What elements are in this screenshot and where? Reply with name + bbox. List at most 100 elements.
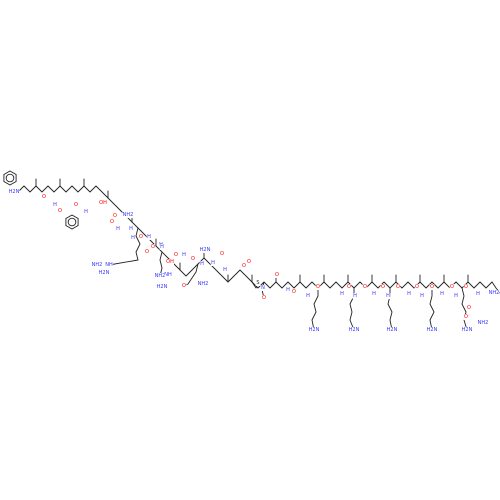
atom-label-n: H2N [157, 284, 168, 290]
atom-label-background [352, 293, 358, 299]
atom-label-n: NH2 [123, 212, 134, 218]
atom-label-background [154, 273, 166, 279]
atom-label-n: H [372, 291, 376, 297]
atom-label-o: O [262, 295, 266, 301]
benzene-ring-1 [3, 170, 17, 186]
atom-label-background [429, 284, 435, 290]
atom-label-background [83, 209, 89, 215]
atom-label-background [346, 284, 352, 290]
atom-label-background [274, 272, 280, 278]
atom-label-layer: H2NOHOHOOHOHOHOHOHNHH2NNH2HONH2HOOHHOHNH… [8, 189, 500, 333]
atom-label-n: H [182, 252, 186, 258]
atom-label-background [305, 293, 311, 299]
atom-label-background [57, 208, 63, 214]
ring-layer [3, 170, 79, 230]
atom-label-background [488, 290, 500, 296]
atom-label-background [261, 295, 267, 301]
atom-label-n: H [476, 291, 480, 297]
atom-label-n: H [223, 267, 227, 273]
atom-label-o: O [430, 284, 434, 290]
atom-label-background [99, 200, 107, 206]
atom-label-o: O [151, 244, 155, 250]
atom-label-n: H [147, 234, 151, 240]
atom-label-n: H2N [427, 327, 438, 333]
atom-label-o: O [139, 234, 143, 240]
atom-label-o: O [58, 208, 62, 214]
aromatic-circle-1 [5, 173, 15, 183]
atom-label-n: H [306, 293, 310, 299]
atom-label-n: N [261, 285, 265, 291]
atom-label-background [146, 234, 152, 240]
atom-label-n: H [286, 287, 290, 293]
atom-label-background [181, 283, 187, 289]
backbone-bond-chain [17, 185, 493, 289]
atom-label-o: O [396, 284, 400, 290]
atom-label-n: H [131, 235, 135, 241]
atom-label-o: O [145, 249, 149, 255]
atom-label-background [371, 291, 377, 297]
atom-label-o: O [191, 256, 195, 262]
atom-label-n: H [211, 260, 215, 266]
atom-label-background [222, 267, 228, 273]
atom-label-background [348, 327, 360, 333]
atom-label-background [395, 284, 401, 290]
side-chain-bond-7 [108, 227, 141, 266]
atom-label-background [291, 289, 297, 295]
atom-label-background [181, 252, 187, 258]
atom-label-n: NH2 [478, 320, 489, 326]
atom-label-background [466, 305, 472, 311]
atom-label-n: H [420, 293, 424, 299]
atom-label-background [73, 202, 79, 208]
atom-label-n: NH [164, 272, 172, 278]
atom-label-background [449, 284, 455, 290]
atom-label-background [406, 291, 412, 297]
atom-label-background [138, 234, 144, 240]
atom-label-background [439, 291, 445, 297]
side-chain-bond-1 [311, 287, 319, 331]
atom-label-background [128, 226, 134, 232]
atom-label-background [159, 244, 165, 250]
atom-label-o: OH [99, 200, 107, 206]
atom-label-background [426, 327, 438, 333]
atom-label-n: NH2 [198, 281, 209, 287]
atom-label-background [210, 260, 216, 266]
atom-label-background [463, 314, 469, 320]
atom-label-background [98, 270, 110, 276]
atom-label-o: OH [166, 259, 174, 265]
atom-label-background [199, 261, 205, 267]
atom-label-n: NH2 [489, 290, 500, 296]
atom-label-n: H2N [99, 270, 110, 276]
atom-label-n: NH2 [155, 273, 166, 279]
atom-label-background [173, 252, 179, 258]
atom-label-o: O [415, 284, 419, 290]
atom-label-background [144, 249, 150, 255]
atom-label-background [255, 280, 261, 286]
atom-label-n: H [407, 291, 411, 297]
side-chain-bond-4 [429, 287, 435, 331]
atom-label-n: H2N [349, 327, 360, 333]
atom-label-background [199, 247, 211, 253]
atom-label-o: O [467, 305, 471, 311]
atom-label-background [105, 262, 113, 268]
atom-label-background [241, 263, 247, 269]
atom-label-background [115, 226, 121, 232]
atom-label-n: H [353, 293, 357, 299]
atom-label-background [166, 259, 174, 265]
atom-label-background [130, 235, 136, 241]
atom-label-o: O [316, 284, 320, 290]
atom-label-background [461, 327, 473, 333]
benzene-ring-2 [65, 214, 79, 230]
atom-label-background [164, 272, 172, 278]
atom-label-background [475, 291, 481, 297]
atom-label-background [52, 202, 58, 208]
atom-label-n: H2N [309, 327, 320, 333]
atom-label-n: H2N [200, 247, 211, 253]
atom-label-o: O [74, 202, 78, 208]
bond-layer [17, 178, 500, 331]
atom-label-o: O [464, 284, 468, 290]
atom-label-n: NH [105, 262, 113, 268]
atom-label-background [156, 284, 168, 290]
atom-label-n: H [53, 202, 57, 208]
atom-label-n: H [340, 291, 344, 297]
